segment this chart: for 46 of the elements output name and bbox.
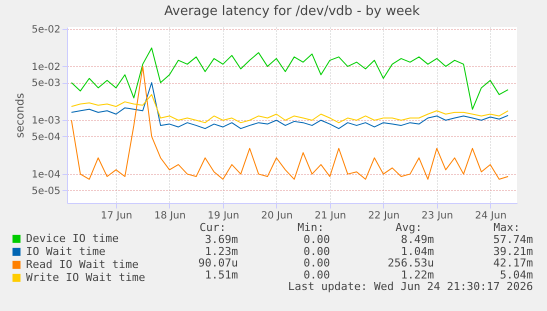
text: Cur: — [200, 221, 226, 234]
y-tick-label: 1e-02 — [32, 62, 60, 73]
text: 42.17m — [493, 256, 534, 270]
y-tick-label: 1e-04 — [32, 170, 60, 181]
text: 8.49m — [400, 233, 434, 246]
legend-label: IO Wait time — [26, 244, 106, 258]
legend-label: Read IO Wait time — [26, 258, 139, 271]
x-tick-label: 17 Jun — [100, 210, 132, 222]
y-tick-label: 5e-03 — [32, 78, 60, 90]
text: 0.00 — [304, 233, 330, 246]
line-series — [70, 94, 509, 124]
text: 256.53u — [388, 256, 434, 270]
legend-label: Device IO time — [26, 232, 119, 245]
y-tick-label: 5e-05 — [32, 186, 60, 197]
text: 1.04m — [400, 244, 434, 258]
line-series — [70, 66, 509, 180]
y-tick-label: 5e-04 — [32, 132, 60, 143]
x-tick-label: 21 Jun — [314, 210, 346, 222]
x-tick-label: 19 Jun — [208, 210, 240, 222]
text: 1.51m — [204, 268, 238, 282]
text: 5.04m — [500, 268, 534, 282]
text: Avg: — [396, 221, 422, 234]
text: 39.21m — [493, 244, 534, 258]
text: Max: — [494, 221, 520, 234]
line-series — [70, 47, 509, 110]
line-series — [70, 82, 509, 130]
text: 0.00 — [304, 244, 330, 258]
text: 0.00 — [304, 256, 330, 270]
y-tick-label: 1e-03 — [32, 116, 60, 127]
legend-label: Write IO Wait time — [26, 270, 146, 284]
y-axis-title: seconds — [14, 92, 27, 138]
x-tick-label: 23 Jun — [422, 210, 454, 222]
text: 1.22m — [400, 268, 434, 282]
text: Last update: Wed Jun 24 21:30:17 2026 — [288, 280, 533, 293]
text: 3.69m — [204, 233, 238, 246]
chart-title: Average latency for /dev/vdb - by week — [164, 4, 420, 19]
text: 90.07u — [198, 256, 238, 270]
text: Min: — [298, 221, 324, 234]
y-tick-label: 5e-02 — [32, 24, 60, 36]
x-tick-label: 24 Jun — [475, 210, 507, 222]
text: 0.00 — [304, 268, 330, 282]
x-tick-label: 22 Jun — [368, 210, 400, 222]
text: 57.74m — [493, 233, 534, 246]
x-tick-label: 18 Jun — [154, 210, 186, 222]
x-tick-label: 20 Jun — [261, 210, 293, 222]
text: 1.23m — [204, 244, 238, 258]
